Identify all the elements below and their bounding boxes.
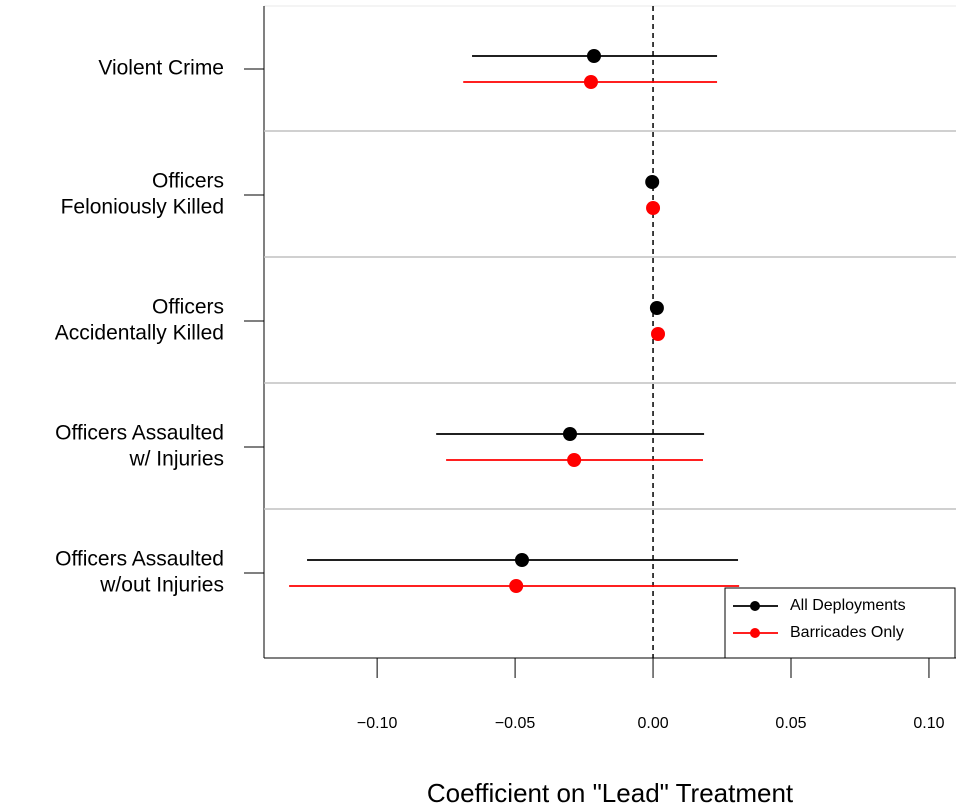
point-estimate (649, 301, 664, 315)
y-tick-label: Officers (152, 170, 224, 193)
y-tick-label: Officers Assaulted (55, 422, 224, 445)
point-estimate (646, 201, 661, 215)
point-estimate (651, 327, 666, 341)
point-estimate (645, 175, 660, 189)
y-tick-label: Accidentally Killed (55, 322, 224, 345)
y-tick-label: Feloniously Killed (61, 196, 224, 219)
x-tick-label: −0.05 (495, 715, 536, 732)
legend-label: All Deployments (790, 597, 906, 614)
x-tick-label: −0.10 (357, 715, 398, 732)
point-estimate (509, 579, 524, 593)
point-estimate (586, 49, 601, 63)
point-estimate (562, 427, 577, 441)
point-estimate (583, 75, 598, 89)
x-axis-label: Coefficient on "Lead" Treatment (427, 778, 794, 808)
x-tick-label: 0.10 (913, 715, 944, 732)
y-tick-label: w/ Injuries (128, 448, 224, 471)
legend-box (724, 587, 956, 659)
x-tick-label: 0.00 (637, 715, 668, 732)
y-tick-label: w/out Injuries (99, 574, 224, 597)
legend-marker (750, 628, 760, 638)
y-tick-label: Officers (152, 296, 224, 319)
x-tick-label: 0.05 (775, 715, 806, 732)
y-tick-label: Officers Assaulted (55, 548, 224, 571)
point-estimate (514, 553, 529, 567)
point-estimate (567, 453, 582, 467)
legend-label: Barricades Only (790, 624, 904, 641)
legend-marker (750, 601, 760, 611)
y-tick-label: Violent Crime (98, 57, 224, 80)
